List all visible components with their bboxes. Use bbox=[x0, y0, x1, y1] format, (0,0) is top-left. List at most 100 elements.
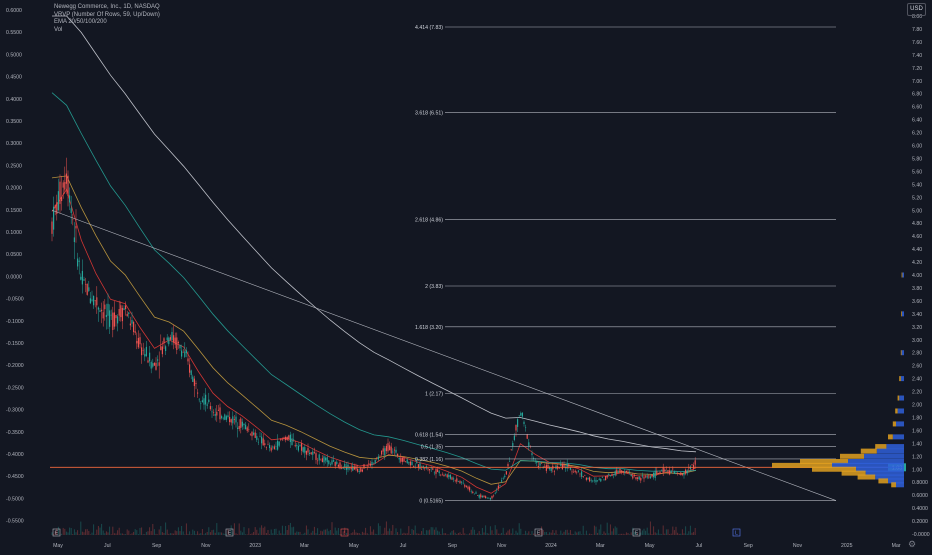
candle-body bbox=[341, 467, 343, 469]
volume-bar bbox=[421, 531, 423, 535]
volume-bar bbox=[401, 533, 403, 535]
volume-bar bbox=[645, 530, 647, 535]
candle-body bbox=[477, 495, 479, 496]
candle-body bbox=[656, 471, 658, 474]
candle-body bbox=[110, 314, 112, 316]
event-marker[interactable] bbox=[340, 528, 349, 537]
candle-body bbox=[200, 403, 202, 404]
volume-bar bbox=[195, 534, 197, 535]
volume-bar bbox=[160, 526, 162, 535]
volume-bar bbox=[553, 533, 555, 535]
candle-body bbox=[141, 347, 143, 356]
candle-body bbox=[625, 470, 627, 473]
left-tick-label: -0.1500 bbox=[6, 341, 24, 347]
candle-body bbox=[437, 469, 439, 473]
candle-body bbox=[520, 413, 522, 416]
volume-bar bbox=[187, 533, 189, 535]
volume-bar bbox=[678, 533, 680, 535]
event-marker-label: E bbox=[537, 531, 541, 537]
fib-level-label: 3.618 (6.51) bbox=[415, 110, 443, 116]
gear-icon[interactable]: ⚙ bbox=[908, 539, 917, 549]
volume-bar bbox=[397, 532, 399, 535]
right-tick-label: 6.00 bbox=[912, 144, 922, 150]
ema50-line bbox=[51, 175, 697, 485]
candle-body bbox=[395, 449, 397, 453]
event-marker[interactable] bbox=[534, 528, 543, 537]
volume-bar bbox=[515, 530, 517, 535]
candle-body bbox=[158, 362, 160, 366]
volume-bar bbox=[208, 527, 210, 535]
right-tick-label: 5.60 bbox=[912, 169, 922, 175]
volume-profile-row bbox=[896, 421, 904, 427]
volume-bar bbox=[333, 533, 335, 535]
volume-bar bbox=[646, 527, 648, 535]
candle-body bbox=[69, 195, 71, 203]
candle-body bbox=[553, 471, 555, 473]
candle-body bbox=[435, 468, 437, 474]
volume-bar bbox=[253, 532, 255, 535]
x-tick-label: Mar bbox=[300, 543, 309, 549]
event-marker[interactable] bbox=[52, 528, 61, 537]
volume-bar bbox=[477, 533, 479, 535]
candle-body bbox=[409, 461, 411, 466]
candle-body bbox=[272, 446, 274, 448]
volume-bar bbox=[627, 532, 629, 535]
volume-bar bbox=[139, 527, 141, 535]
candle-body bbox=[137, 337, 139, 348]
candle-body bbox=[595, 479, 597, 483]
right-tick-label: 5.00 bbox=[912, 208, 922, 214]
event-marker-label: ! bbox=[344, 531, 345, 537]
volume-profile-row bbox=[878, 478, 888, 484]
volume-bar bbox=[349, 534, 351, 535]
candle-body bbox=[635, 477, 637, 480]
legend-vol[interactable]: Vol bbox=[54, 26, 63, 33]
left-tick-label: -0.0500 bbox=[6, 297, 24, 303]
candle-body bbox=[80, 276, 82, 280]
candle-body bbox=[280, 438, 282, 440]
candle-body bbox=[683, 473, 685, 476]
left-tick-label: 0.4000 bbox=[6, 97, 22, 103]
candle-body bbox=[117, 316, 119, 324]
candle-body bbox=[419, 463, 421, 470]
candle-body bbox=[270, 447, 272, 451]
candle-body bbox=[624, 471, 626, 473]
volume-bar bbox=[693, 531, 695, 535]
volume-bar bbox=[667, 529, 669, 535]
legend-ema[interactable]: EMA 20/50/100/200 bbox=[54, 19, 107, 26]
volume-bar bbox=[381, 534, 383, 535]
volume-bar bbox=[305, 525, 307, 535]
candle-body bbox=[454, 480, 456, 481]
volume-bar bbox=[213, 529, 215, 535]
volume-bar bbox=[105, 531, 107, 535]
volume-profile-row bbox=[875, 474, 904, 480]
candle-body bbox=[184, 351, 186, 357]
left-tick-label: -0.4000 bbox=[6, 452, 24, 458]
legend-vrvp[interactable]: VRVP (Number Of Rows, 59, Up/Down) bbox=[54, 11, 160, 18]
volume-bar bbox=[670, 533, 672, 535]
candle-body bbox=[630, 474, 632, 477]
candle-body bbox=[65, 173, 67, 184]
volume-bar bbox=[296, 531, 298, 535]
volume-profile-row bbox=[897, 395, 900, 401]
currency-button[interactable]: USD bbox=[907, 3, 926, 16]
candle-body bbox=[667, 470, 669, 472]
candle-body bbox=[526, 434, 528, 439]
volume-bar bbox=[649, 521, 651, 535]
right-tick-label: -0.0000 bbox=[912, 532, 930, 538]
volume-bar bbox=[379, 525, 381, 535]
candle-body bbox=[299, 445, 301, 447]
event-marker[interactable] bbox=[225, 528, 234, 537]
volume-bar bbox=[429, 529, 431, 535]
volume-profile-row bbox=[892, 434, 904, 440]
volume-bar bbox=[152, 523, 154, 535]
candle-body bbox=[51, 221, 53, 234]
volume-bar bbox=[229, 534, 231, 535]
candle-body bbox=[318, 454, 320, 461]
fib-level-label: 0 (0.5165) bbox=[419, 499, 443, 505]
event-marker[interactable] bbox=[732, 528, 741, 537]
event-marker[interactable] bbox=[632, 528, 641, 537]
candle-body bbox=[109, 310, 111, 327]
candle-body bbox=[209, 406, 211, 410]
